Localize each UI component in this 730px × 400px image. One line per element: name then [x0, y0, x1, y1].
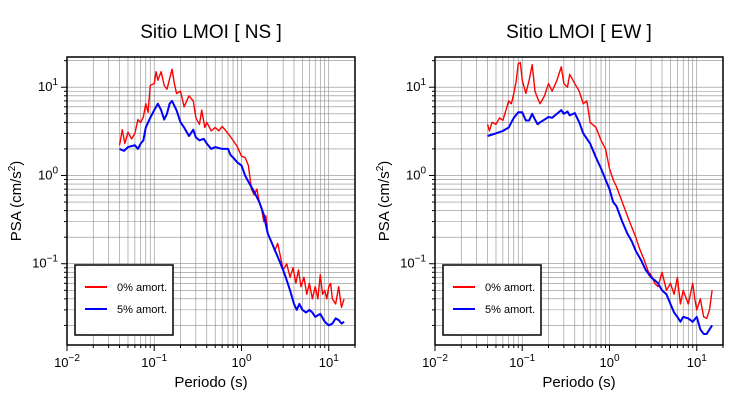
chart-title: Sitio LMOI [ NS ] — [140, 22, 281, 43]
legend-label-1: 0% amort. — [485, 282, 535, 294]
y-tick-label: 101 — [38, 77, 58, 94]
legend-box — [442, 264, 542, 336]
y-tick-label: 10−1 — [400, 254, 426, 271]
y-tick-label: 101 — [406, 77, 426, 94]
legend-label-1: 0% amort. — [117, 282, 167, 294]
x-axis-label: Periodo (s) — [174, 374, 247, 391]
legend-label-2: 5% amort. — [485, 304, 535, 316]
series-line-1 — [118, 68, 345, 309]
y-tick-label: 10−1 — [32, 254, 58, 271]
y-tick-label: 100 — [38, 165, 58, 182]
y-tick-label: 100 — [406, 165, 426, 182]
chart-panel-2: 10−2 10−1 100 101 10−1 100 101 Sitio LMOI [ EW … — [375, 22, 724, 391]
x-tick-label: 10−1 — [509, 353, 535, 370]
plot-frame — [66, 56, 356, 346]
x-tick-label: 100 — [599, 353, 619, 370]
ticks — [61, 60, 356, 351]
x-tick-label: 101 — [319, 353, 339, 370]
legend-box — [74, 264, 174, 336]
chart-panel-1: 10−2 10−1 100 101 10−1 100 101 Sitio LMOI [ NS … — [7, 22, 356, 391]
x-tick-label: 100 — [231, 353, 251, 370]
series-line-1 — [486, 61, 713, 320]
x-tick-label: 10−2 — [422, 353, 448, 370]
legend: 0% amort. 5% amort. — [74, 264, 174, 336]
x-tick-label: 10−2 — [54, 353, 80, 370]
y-axis-label: PSA (cm/s2) — [375, 161, 393, 242]
series-line-2 — [487, 109, 713, 335]
plot-frame — [434, 56, 724, 346]
x-tick-label: 101 — [687, 353, 707, 370]
series-line-2 — [119, 99, 345, 327]
x-axis-label: Periodo (s) — [542, 374, 615, 391]
y-axis-label: PSA (cm/s2) — [7, 161, 25, 242]
legend: 0% amort. 5% amort. — [442, 264, 542, 336]
x-tick-label: 10−1 — [141, 353, 167, 370]
legend-label-2: 5% amort. — [117, 304, 167, 316]
ticks — [429, 60, 724, 351]
chart-title: Sitio LMOI [ EW ] — [506, 22, 652, 43]
